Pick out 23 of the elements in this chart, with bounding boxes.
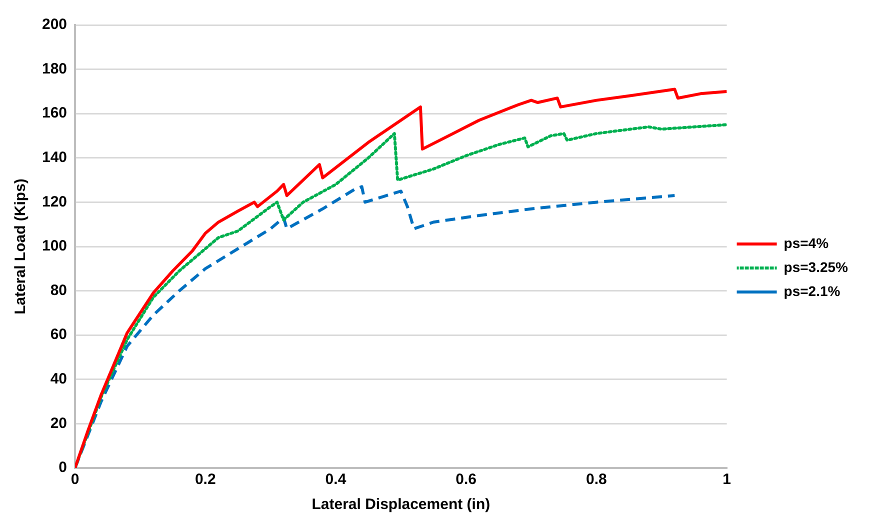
- x-axis-title: Lateral Displacement (in): [312, 496, 490, 514]
- x-tick-label: 0: [70, 471, 80, 488]
- x-tick-label: 0.4: [325, 471, 347, 488]
- y-tick-label: 40: [50, 370, 68, 388]
- legend-label: ps=3.25%: [784, 258, 849, 275]
- y-tick-label: 160: [42, 104, 68, 122]
- legend-label: ps=2.1%: [784, 282, 841, 299]
- y-axis-title: Lateral Load (Kips): [12, 178, 30, 314]
- y-tick-label: 60: [50, 326, 68, 344]
- x-tick-label: 0.2: [194, 471, 216, 488]
- line-series: [75, 185, 676, 468]
- y-tick-label: 180: [42, 60, 68, 78]
- legend-label: ps=4%: [784, 234, 830, 251]
- y-tick-label: 100: [42, 238, 68, 255]
- y-tick-label: 140: [42, 149, 68, 166]
- y-tick-label: 120: [42, 193, 68, 210]
- y-tick-label: 200: [42, 16, 68, 34]
- x-tick-label: 0.8: [586, 471, 607, 488]
- x-tick-label: 0.6: [456, 471, 477, 488]
- x-tick-label: 1: [722, 471, 731, 488]
- y-tick-label: 20: [50, 414, 68, 432]
- y-tick-label: 0: [58, 459, 68, 476]
- y-tick-label: 80: [50, 282, 68, 299]
